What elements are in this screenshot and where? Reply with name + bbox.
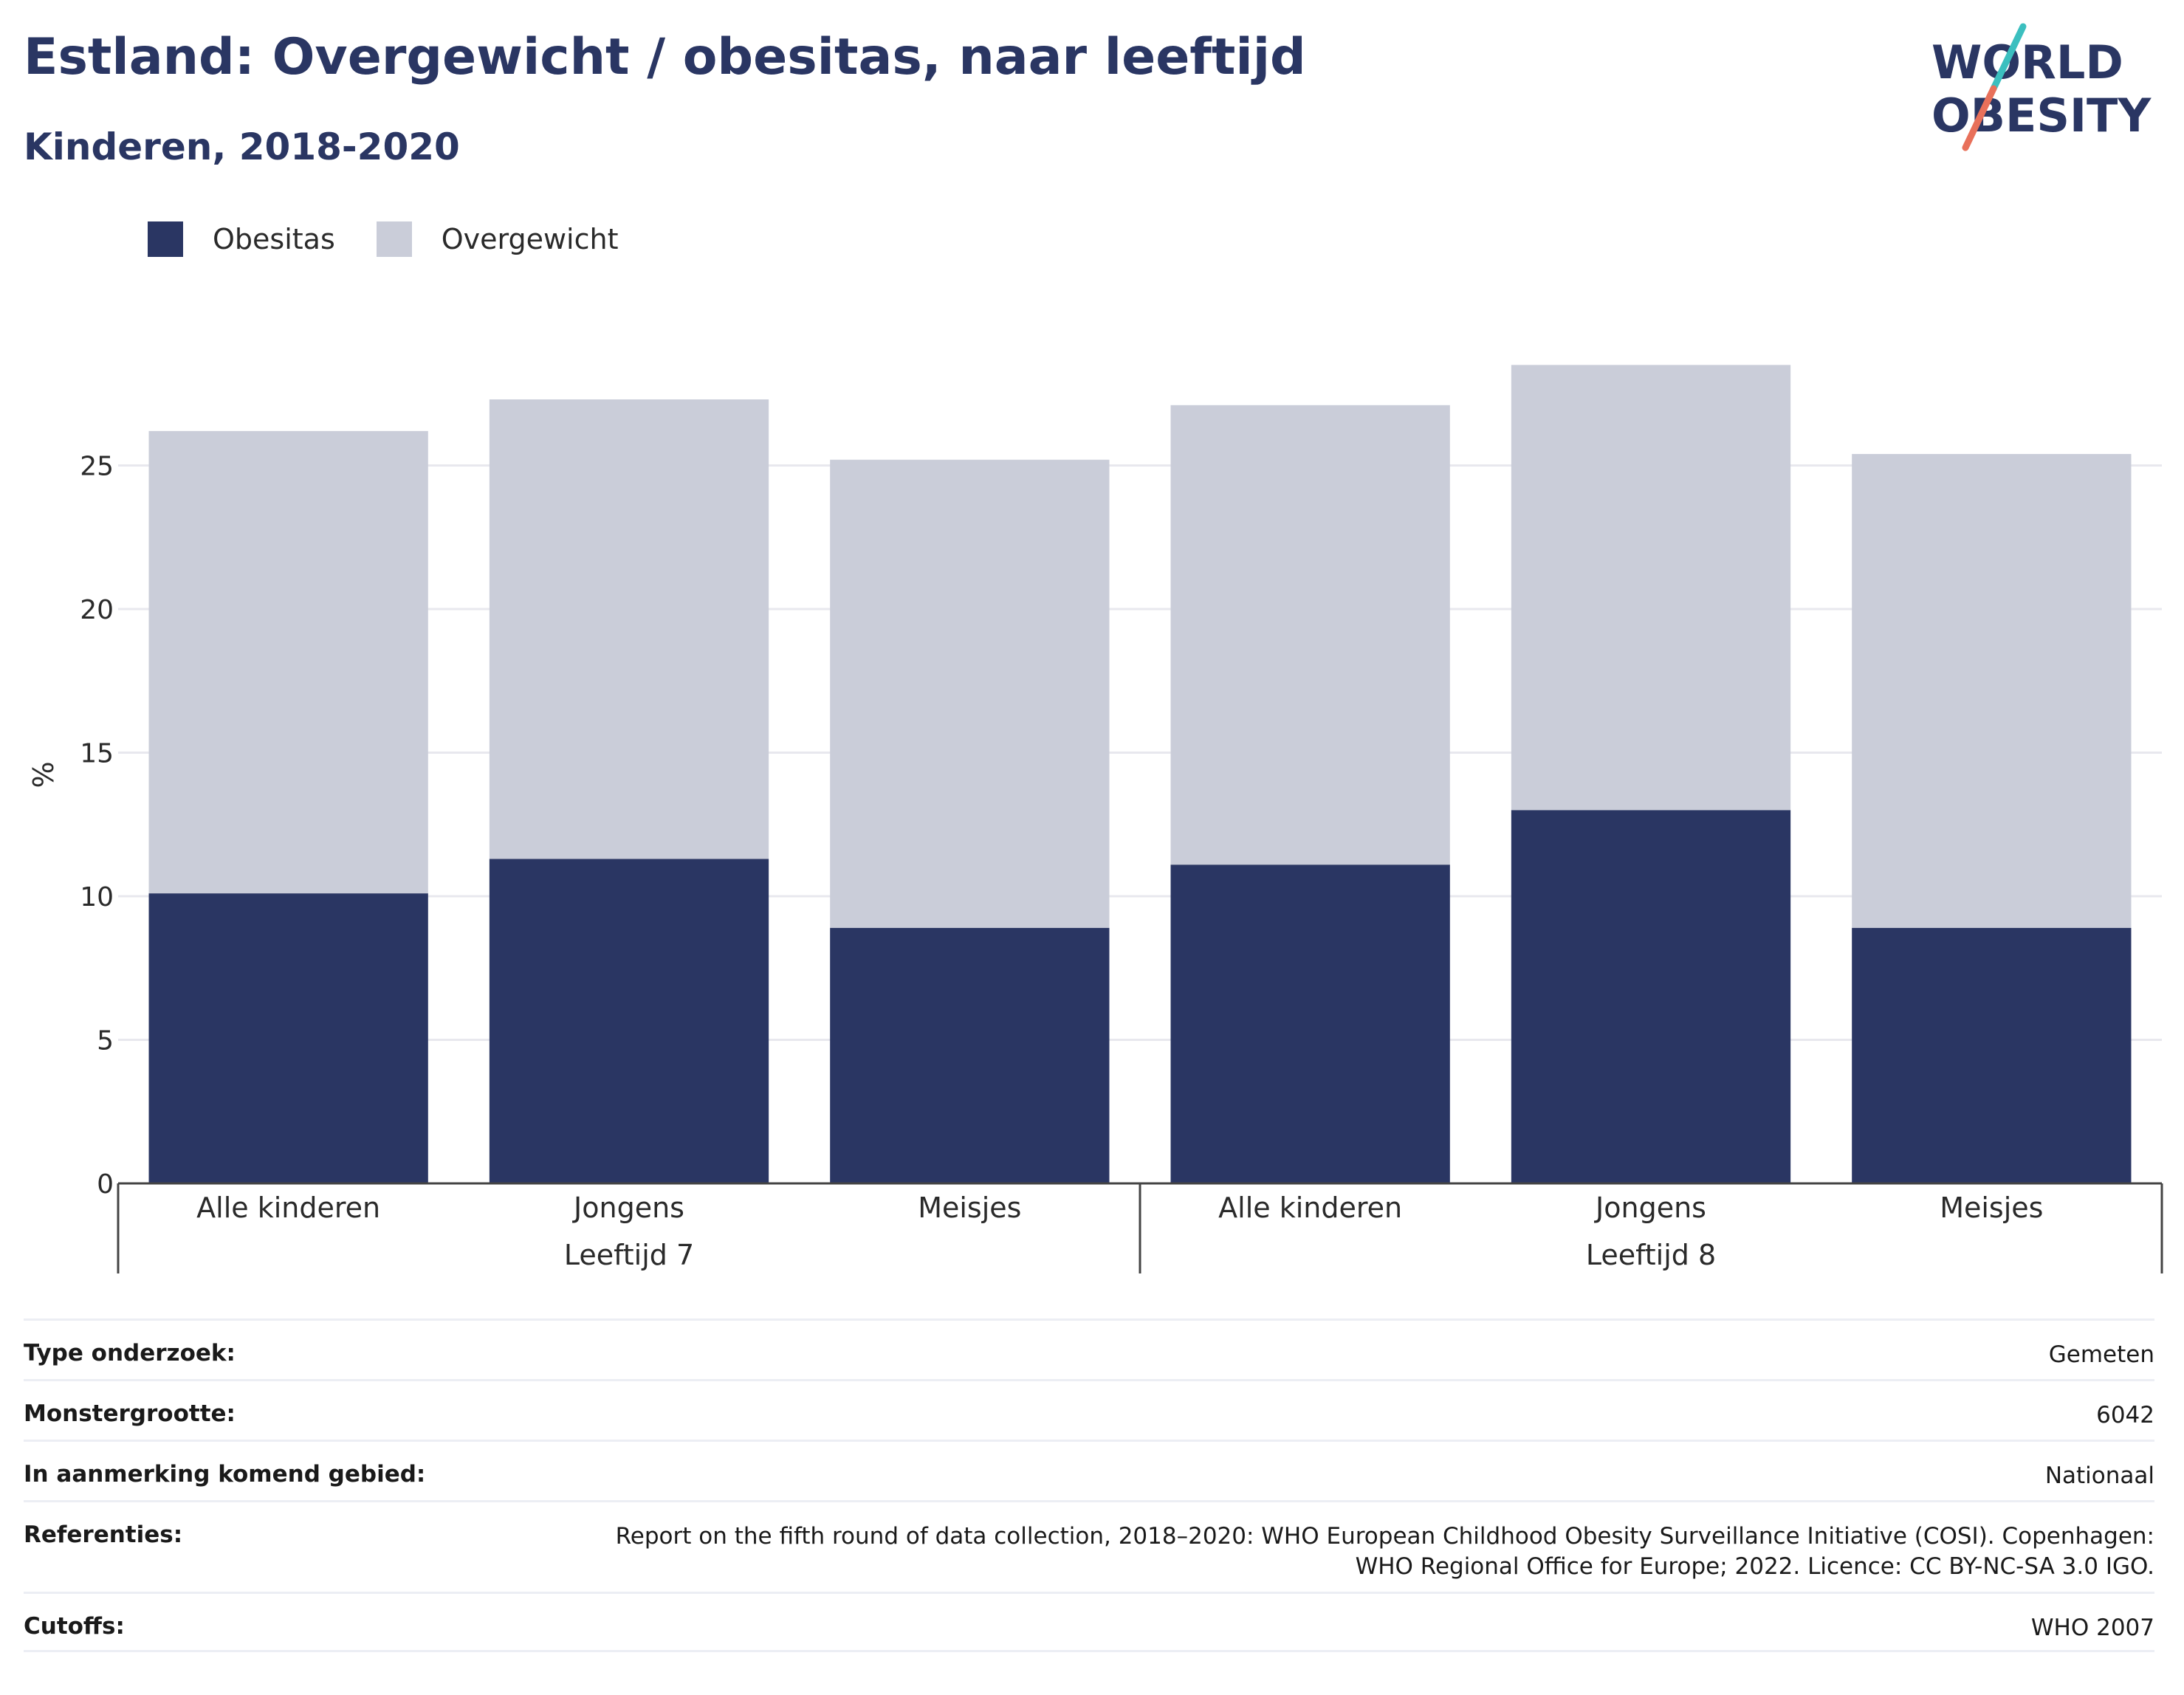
x-tick-label: Alle kinderen [1218,1192,1402,1224]
group-label: Leeftijd 8 [1586,1239,1716,1271]
legend: Obesitas Overgewicht [148,220,660,258]
bar-overgewicht-5 [1511,365,1791,811]
info-value-line: Gemeten [2048,1341,2154,1368]
chart-subtitle: Kinderen, 2018-2020 [24,126,460,168]
info-value: Nationaal [2045,1442,2154,1491]
logo-slash-coral [1962,85,1997,151]
bar-overgewicht-3 [830,459,1110,928]
bar-overgewicht-4 [1170,405,1450,865]
legend-label-obesitas: Obesitas [213,223,335,255]
bar-obesitas-1 [148,893,428,1183]
info-key: Referenties: [24,1522,183,1548]
info-row: Type onderzoek: Gemeten [24,1318,2154,1379]
x-tick-label: Meisjes [1940,1192,2043,1224]
bar-obesitas-3 [830,927,1110,1183]
info-row: Referenties: Report on the fifth round of… [24,1500,2154,1592]
y-tick-label: 5 [97,1026,114,1056]
world-obesity-logo: WORLD OBESITY [1931,23,2152,151]
info-value: Gemeten [2049,1321,2154,1370]
x-tick-label: Meisjes [918,1192,1021,1224]
info-table: Type onderzoek: Gemeten Monstergrootte: 604… [24,1318,2154,1652]
legend-label-overgewicht: Overgewicht [441,223,619,255]
info-key: Type onderzoek: [24,1340,236,1366]
info-row: In aanmerking komend gebied: Nationaal [24,1440,2154,1500]
info-value: Report on the fifth round of data collec… [616,1502,2154,1582]
info-value-line: WHO Regional Office for Europe; 2022. Li… [1355,1553,2154,1580]
bar-obesitas-5 [1511,810,1791,1183]
info-value-line: WHO 2007 [2030,1615,2154,1641]
bar-overgewicht-2 [489,399,769,859]
info-value: WHO 2007 [2031,1594,2154,1643]
info-row: Monstergrootte: 6042 [24,1379,2154,1440]
x-tick-label: Alle kinderen [196,1192,380,1224]
y-tick-label: 20 [80,595,114,625]
info-value: 6042 [2096,1381,2154,1431]
y-tick-label: 0 [97,1169,114,1200]
info-value-line: Report on the fifth round of data collec… [615,1523,2154,1550]
legend-swatch-overgewicht [376,221,412,257]
y-tick-label: 15 [80,739,114,769]
legend-item-overgewicht[interactable]: Overgewicht [376,221,619,257]
y-tick-label: 25 [80,452,114,482]
legend-item-obesitas[interactable]: Obesitas [148,221,335,257]
info-key: Monstergrootte: [24,1400,236,1427]
logo-word-2: OBESITY [1931,89,2152,142]
x-tick-label: Jongens [572,1192,684,1224]
bar-obesitas-2 [489,859,769,1183]
x-tick-label: Jongens [1594,1192,1706,1224]
bar-obesitas-4 [1170,864,1450,1183]
bar-obesitas-6 [1852,927,2132,1183]
stacked-bar-chart: 0 5 10 15 20 25% Alle kinderen Jongens Meisjes Al… [27,365,2163,1273]
bar-overgewicht-6 [1852,453,2132,928]
chart-title: Estland: Overgewicht / obesitas, naar le… [24,28,1306,86]
group-label: Leeftijd 7 [564,1239,694,1271]
y-tick-label: 10 [80,882,114,912]
logo-slash-teal [1990,23,2027,92]
logo-word-1: WORLD [1931,35,2123,89]
y-axis-label: % [27,761,60,788]
info-row: Cutoffs: WHO 2007 [24,1592,2154,1652]
info-key: In aanmerking komend gebied: [24,1461,426,1488]
info-value-line: Nationaal [2044,1462,2154,1489]
info-key: Cutoffs: [24,1613,125,1640]
legend-swatch-obesitas [148,221,183,257]
bar-overgewicht-1 [148,430,428,894]
info-value-line: 6042 [2096,1402,2154,1428]
